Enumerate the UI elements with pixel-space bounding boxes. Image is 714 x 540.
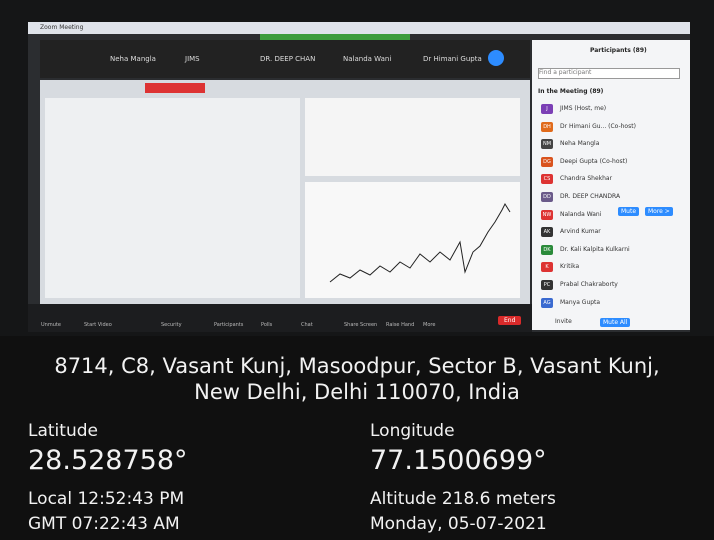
altitude: Altitude 218.6 meters — [370, 489, 556, 509]
toolbar-button[interactable]: Security — [161, 322, 182, 328]
participant-name: DR. DEEP CHANDRA — [560, 193, 620, 200]
avatar: NW — [541, 210, 553, 220]
avatar: DH — [541, 122, 553, 132]
panel-title: Participants (89) — [590, 47, 647, 54]
date: Monday, 05-07-2021 — [370, 514, 547, 534]
video-name: DR. DEEP CHAN — [260, 55, 315, 63]
mute-all-button[interactable]: Mute All — [600, 318, 630, 327]
participant-name: Dr Himani Gu... (Co-host) — [560, 123, 636, 130]
participant-name: Dr. Kali Kalpita Kulkarni — [560, 246, 630, 253]
avatar: AG — [541, 298, 553, 308]
live-badge — [145, 83, 205, 93]
avatar: NM — [541, 139, 553, 149]
address-line: New Delhi, Delhi 110070, India — [0, 380, 714, 404]
participant-name: Deepi Gupta (Co-host) — [560, 158, 627, 165]
participant-name: Neha Mangla — [560, 140, 599, 147]
avatar: PC — [541, 280, 553, 290]
invite-button[interactable]: Invite — [555, 318, 572, 325]
toolbar-button[interactable]: Start Video — [84, 322, 112, 328]
environment-pane — [305, 98, 520, 176]
participant-name: Arvind Kumar — [560, 228, 601, 235]
avatar: K — [541, 262, 553, 272]
video-name: Dr Himani Gupta — [423, 55, 482, 63]
avatar: DK — [541, 245, 553, 255]
section-title: In the Meeting (89) — [538, 88, 603, 95]
more-button[interactable]: More > — [645, 207, 673, 216]
participant-name: Chandra Shekhar — [560, 175, 612, 182]
video-name: Nalanda Wani — [343, 55, 391, 63]
participant-name: Prabal Chakraborty — [560, 281, 618, 288]
next-button[interactable] — [488, 50, 504, 66]
plot-line — [305, 182, 520, 298]
avatar: AK — [541, 227, 553, 237]
mute-button[interactable]: Mute — [618, 207, 639, 216]
participant-name: JIMS (Host, me) — [560, 105, 606, 112]
title-bar — [28, 22, 690, 34]
local-time: Local 12:52:43 PM — [28, 489, 184, 509]
address-line: 8714, C8, Vasant Kunj, Masoodpur, Sector… — [0, 354, 714, 378]
photo: Zoom Meeting 8714, C8, Vasant Kunj, Maso… — [0, 0, 714, 540]
participant-name: Kritika — [560, 263, 579, 270]
search-box[interactable]: Find a participant — [538, 68, 680, 79]
latitude: 28.528758° — [28, 445, 188, 476]
avatar: CS — [541, 174, 553, 184]
toolbar-button[interactable]: Unmute — [41, 322, 61, 328]
participant-name: Nalanda Wani — [560, 211, 601, 218]
participant-name: Manya Gupta — [560, 299, 600, 306]
gmt-time: GMT 07:22:43 AM — [28, 514, 180, 534]
window-title: Zoom Meeting — [40, 24, 83, 31]
avatar: J — [541, 104, 553, 114]
longitude: 77.1500699° — [370, 445, 547, 476]
toolbar-button[interactable]: Polls — [261, 322, 272, 328]
toolbar-button[interactable]: Share Screen — [344, 322, 377, 328]
latitude-label: Latitude — [28, 421, 98, 441]
toolbar-button[interactable]: Chat — [301, 322, 313, 328]
end-button[interactable]: End — [498, 316, 521, 325]
avatar: DG — [541, 157, 553, 167]
video-name: JIMS — [185, 55, 200, 63]
video-name: Neha Mangla — [110, 55, 156, 63]
longitude-label: Longitude — [370, 421, 455, 441]
console-pane — [45, 98, 300, 298]
toolbar-button[interactable]: Participants — [214, 322, 243, 328]
toolbar-button[interactable]: Raise Hand — [386, 322, 414, 328]
toolbar-button[interactable]: More — [423, 322, 435, 328]
avatar: DD — [541, 192, 553, 202]
